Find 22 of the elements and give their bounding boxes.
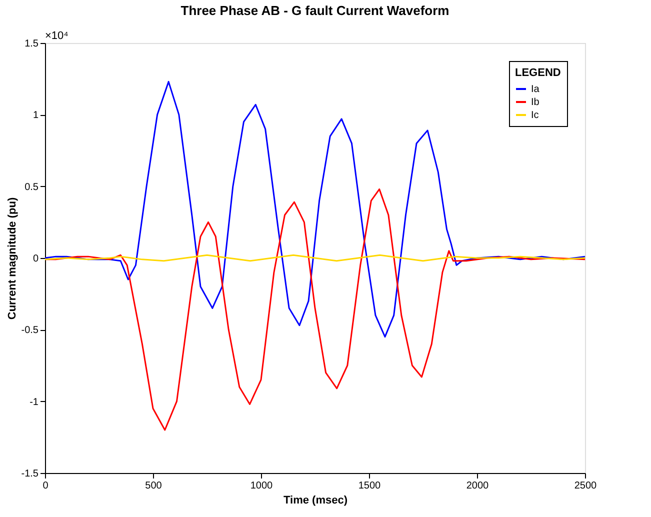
y-tick-label: 1.5 [24,38,39,50]
y-tick-label: -1.5 [21,468,39,480]
x-tick-label: 1000 [250,480,274,492]
x-tick-label: 500 [145,480,162,492]
chart-title: Three Phase AB - G fault Current Waveform [180,3,450,18]
y-tick-label: -1 [30,396,39,408]
y-tick-label: 0 [32,254,39,264]
y-axis-title: Current magnitude (pu) [6,197,18,320]
legend-label: Ia [531,84,540,95]
y-tick-label: -0.5 [21,325,39,336]
x-axis-title: Time (msec) [284,494,348,506]
legend-title: LEGEND [515,67,561,79]
y-tick-label: 1 [32,110,39,122]
x-tick-label: 2500 [574,480,598,492]
legend-label: Ic [531,110,539,121]
text: ×10⁴ [45,30,69,42]
line-series [44,80,586,338]
y-tick-label: 0.5 [24,182,39,193]
x-tick-label: 2000 [466,480,490,492]
x-tick-label: 1500 [358,480,382,492]
legend-label: Ib [531,97,540,108]
x-tick-label: 0 [42,480,49,492]
